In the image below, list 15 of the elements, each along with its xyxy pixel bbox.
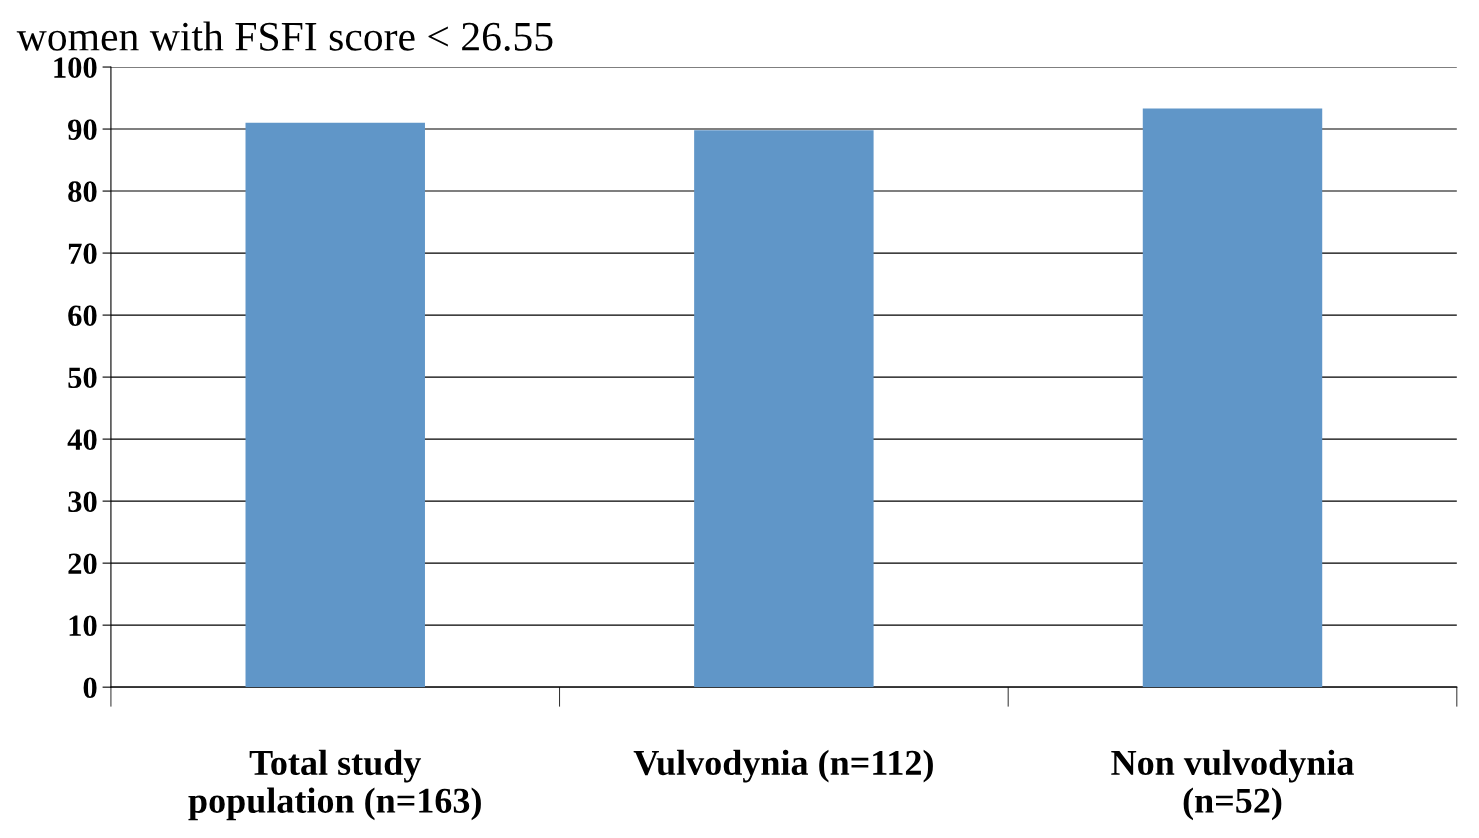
y-tick-label: 50 [68, 367, 97, 388]
y-tick-label: 20 [68, 553, 97, 575]
y-tick-label: 70 [68, 243, 97, 264]
y-tick-label: 90 [68, 119, 97, 140]
y-tick-label: 0 [83, 677, 97, 699]
y-tick-label: 10 [69, 615, 97, 637]
x-tick-label: Non vulvodynia (n=52) [1111, 749, 1354, 821]
y-tick-label: 100 [54, 57, 97, 78]
y-tick-label: 40 [67, 429, 97, 451]
x-tick-label: Vulvodynia (n=112) [633, 749, 933, 783]
y-tick-label: 60 [68, 305, 97, 326]
chart-title: women with FSFI score < 26.55 [16, 21, 553, 51]
x-tick-label: Total study population (n=163) [188, 749, 481, 821]
y-tick-label: 30 [68, 491, 97, 513]
y-tick-label: 80 [68, 181, 97, 202]
